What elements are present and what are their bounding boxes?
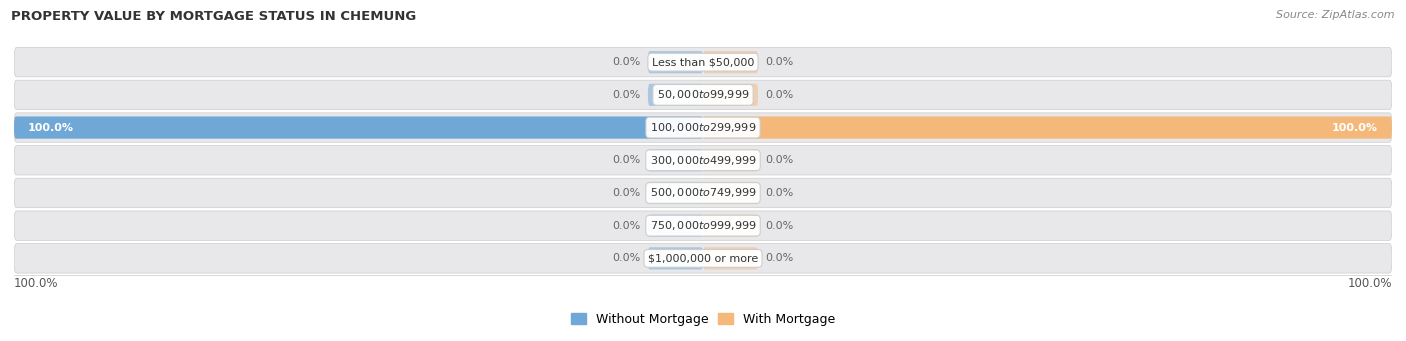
Text: $100,000 to $299,999: $100,000 to $299,999 bbox=[650, 121, 756, 134]
Text: 0.0%: 0.0% bbox=[613, 221, 641, 231]
Text: 100.0%: 100.0% bbox=[28, 122, 75, 133]
FancyBboxPatch shape bbox=[14, 146, 1392, 175]
Text: Less than $50,000: Less than $50,000 bbox=[652, 57, 754, 67]
FancyBboxPatch shape bbox=[648, 182, 703, 204]
Text: 0.0%: 0.0% bbox=[613, 188, 641, 198]
Text: 0.0%: 0.0% bbox=[765, 188, 793, 198]
FancyBboxPatch shape bbox=[703, 182, 758, 204]
Text: PROPERTY VALUE BY MORTGAGE STATUS IN CHEMUNG: PROPERTY VALUE BY MORTGAGE STATUS IN CHE… bbox=[11, 10, 416, 23]
FancyBboxPatch shape bbox=[703, 117, 1392, 139]
Text: $1,000,000 or more: $1,000,000 or more bbox=[648, 253, 758, 263]
FancyBboxPatch shape bbox=[14, 178, 1392, 208]
FancyBboxPatch shape bbox=[14, 113, 1392, 142]
Text: 0.0%: 0.0% bbox=[765, 253, 793, 263]
Legend: Without Mortgage, With Mortgage: Without Mortgage, With Mortgage bbox=[571, 313, 835, 326]
Text: $300,000 to $499,999: $300,000 to $499,999 bbox=[650, 154, 756, 167]
Text: 0.0%: 0.0% bbox=[765, 155, 793, 165]
FancyBboxPatch shape bbox=[703, 51, 758, 73]
FancyBboxPatch shape bbox=[648, 149, 703, 172]
Text: 0.0%: 0.0% bbox=[613, 90, 641, 100]
FancyBboxPatch shape bbox=[703, 84, 758, 106]
FancyBboxPatch shape bbox=[703, 149, 758, 172]
Text: $50,000 to $99,999: $50,000 to $99,999 bbox=[657, 88, 749, 101]
FancyBboxPatch shape bbox=[648, 247, 703, 269]
Text: 100.0%: 100.0% bbox=[1331, 122, 1378, 133]
Text: 0.0%: 0.0% bbox=[765, 90, 793, 100]
Text: $500,000 to $749,999: $500,000 to $749,999 bbox=[650, 187, 756, 199]
FancyBboxPatch shape bbox=[648, 214, 703, 237]
FancyBboxPatch shape bbox=[648, 84, 703, 106]
FancyBboxPatch shape bbox=[14, 80, 1392, 109]
FancyBboxPatch shape bbox=[14, 117, 703, 139]
FancyBboxPatch shape bbox=[648, 51, 703, 73]
Text: 0.0%: 0.0% bbox=[765, 221, 793, 231]
Text: 0.0%: 0.0% bbox=[765, 57, 793, 67]
FancyBboxPatch shape bbox=[14, 47, 1392, 77]
Text: 0.0%: 0.0% bbox=[613, 57, 641, 67]
FancyBboxPatch shape bbox=[14, 244, 1392, 273]
Text: 100.0%: 100.0% bbox=[1347, 277, 1392, 290]
Text: $750,000 to $999,999: $750,000 to $999,999 bbox=[650, 219, 756, 232]
Text: 100.0%: 100.0% bbox=[14, 277, 59, 290]
Text: Source: ZipAtlas.com: Source: ZipAtlas.com bbox=[1277, 10, 1395, 20]
FancyBboxPatch shape bbox=[703, 247, 758, 269]
FancyBboxPatch shape bbox=[14, 211, 1392, 240]
Text: 0.0%: 0.0% bbox=[613, 253, 641, 263]
FancyBboxPatch shape bbox=[703, 214, 758, 237]
Text: 0.0%: 0.0% bbox=[613, 155, 641, 165]
